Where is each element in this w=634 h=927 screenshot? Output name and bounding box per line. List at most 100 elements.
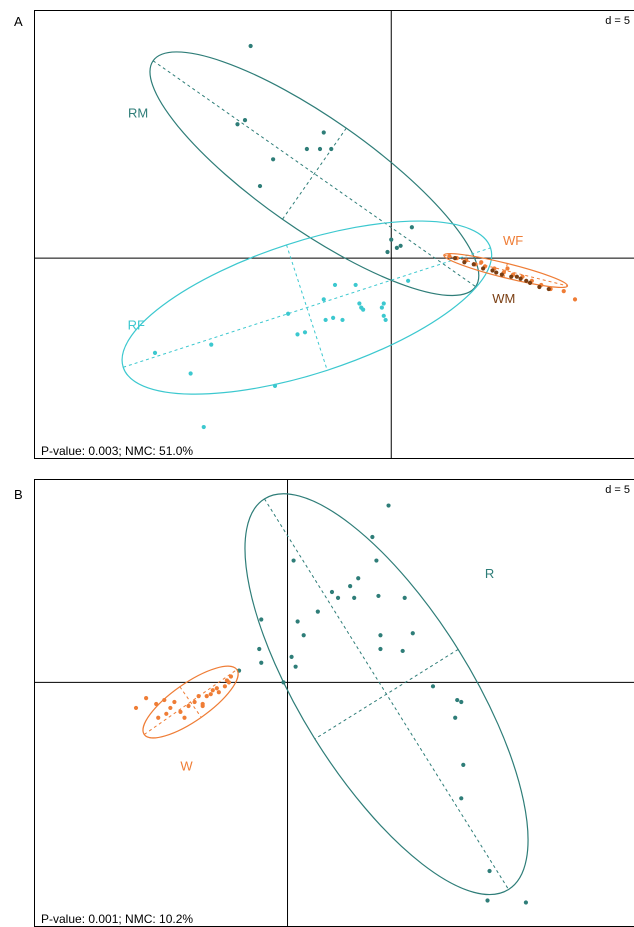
panel-a-point-rm [394,245,399,250]
panel-a-point-rm [389,237,394,242]
panel-b-point-w [210,688,215,693]
panel-b-point-r [430,684,436,689]
panel-a-point-rm [385,249,390,255]
panel-b-point-r [402,595,407,600]
panel-a-ellipse-wf [443,252,569,289]
panel-a-point-rf [406,278,411,283]
panel-a-point-rf [340,317,345,323]
panel-a-point-wm [452,256,458,261]
panel-a-point-rf [286,311,291,316]
panel-a-point-rm [398,243,403,248]
panel-a-point-rf [357,301,362,306]
panel-a-point-rf [152,350,158,355]
panel-a-group-label-wf: WF [503,233,523,248]
panel-a-ellipse-rf [121,220,493,395]
panel-a-point-rm [248,43,253,49]
panel-b-point-r [295,619,300,624]
panel-a-ellipse-minor-axis-rm [282,127,347,220]
panel-b-point-r [335,595,341,600]
panel-b-point-w [196,694,201,699]
panel-a-point-rf [381,313,386,318]
panel-a-point-rf [353,282,358,288]
panel-a-point-wm [537,284,542,290]
panel-b-point-r [293,664,298,669]
panel-b-point-r [378,633,383,638]
panel-b-point-w [156,715,161,720]
panel-b-point-r [259,617,264,622]
panel-b-point-w [224,678,230,683]
panel-b-ellipse-minor-axis-w [179,686,202,718]
panel-b-point-w [204,694,209,699]
panel-a-point-rf [323,317,328,323]
panel-a-point-wf [479,260,484,265]
panel-a-point-wf [447,253,452,259]
panel-a-point-wm [499,272,504,277]
panel-b-point-w [228,674,234,679]
panel-a-point-wf [505,266,510,271]
panel-a-point-rf [302,330,308,335]
panel-a-point-wm [527,280,533,285]
panel-a-point-rf [331,315,336,320]
panel-a-point-rf [383,317,388,323]
panel-a-point-wm [509,274,514,279]
panel-b-point-r [301,633,306,638]
panel-b-point-r [523,900,529,905]
panel-b-point-r [370,534,375,540]
panel-b-point-w [144,696,149,701]
panel-b-point-r [356,576,361,581]
panel-a-point-rm [242,118,248,123]
panel-a-point-rm [409,225,414,230]
panel-a-point-wm [490,268,495,273]
panel-a-plot: RM RF WF WM d = 5 P-value: 0.003; NMC: 51.0… [34,10,634,459]
panel-b-point-r [378,646,383,652]
panel-a-point-wm [481,266,486,271]
panel-a-point-wm [518,276,523,281]
panel-b-point-r [257,646,262,652]
panel-a-point-rf [188,371,193,376]
panel-a-point-wf [572,297,578,302]
panel-b-point-w [178,709,183,714]
panel-a-point-rf [201,424,206,430]
panel-a-point-rf [209,342,214,347]
panel-b-point-w [162,697,167,703]
panel-b-ellipse-r [244,493,529,896]
panel-a-point-rf [381,301,386,306]
panel-a-point-wm [546,286,551,292]
panel-a-point-rf [272,383,278,388]
panel-b-scatter-svg: RW [35,480,634,926]
panel-a-scatter-svg: RM RF WF WM [35,11,634,458]
panel-b-point-r [461,762,466,768]
panel-b-point-r [376,593,381,599]
panel-b-point-w [200,703,205,709]
panel-a-group-label-rf: RF [128,318,145,333]
panel-b-point-r [400,648,405,654]
panel-b-point-w [182,715,187,720]
panel-a-scale-label: d = 5 [603,15,632,27]
panel-b-point-w [172,699,177,705]
panel-a-point-rm [304,146,309,152]
panel-b-point-r [485,898,490,903]
panel-b-point-r [459,796,464,801]
panel-b-point-r [459,699,464,705]
panel-a-point-rf [321,297,326,302]
panel-a-point-rf [379,305,384,310]
panel-a-point-wf [561,289,566,294]
panel-b-point-r [281,680,286,685]
panel-a-point-rm [321,130,326,135]
panel-a-point-rf [295,332,300,337]
panel-b-point-r [348,584,353,589]
panel-b-point-r [487,868,492,874]
panel-a-point-rf [332,282,338,288]
panel-a-point-rm [317,146,323,152]
panel-b-point-r [374,558,379,563]
panel-b-point-r [386,503,391,508]
panel-a-point-rm [271,157,276,162]
panel-b-ellipse-minor-axis-r [314,648,459,740]
panel-a-point-rm [235,122,240,127]
panel-a-ellipse-major-axis-rf [123,247,491,368]
panel-b-point-w [164,711,169,716]
panel-a-point-wm [471,262,476,267]
panel-b-group-label-r: R [485,566,494,581]
panel-b-point-w [214,686,219,691]
